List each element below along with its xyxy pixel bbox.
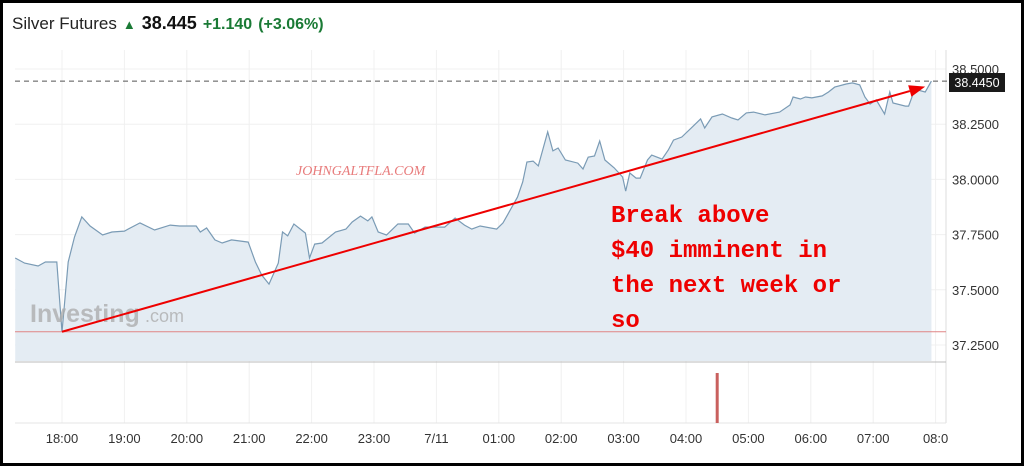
x-tick-label: 05:00: [732, 431, 765, 446]
last-value-label: 38.4450: [949, 73, 1005, 92]
price-change-percent: (+3.06%): [258, 16, 324, 33]
trend-arrow: [61, 85, 926, 333]
y-tick-label: 38.0000: [952, 172, 999, 187]
y-tick-label: 37.2500: [952, 338, 999, 353]
x-tick-label: 03:00: [607, 431, 640, 446]
annotation-text: Break above $40 imminent in the next wee…: [611, 203, 841, 335]
y-axis: 38.500038.250038.000037.750037.500037.25…: [952, 62, 999, 353]
x-tick-label: 22:00: [295, 431, 328, 446]
y-tick-label: 37.7500: [952, 228, 999, 243]
annotation-line: so: [611, 308, 640, 335]
trend-arrow-shaft: [61, 90, 911, 333]
x-tick-label: 04:00: [670, 431, 703, 446]
x-tick-label: 08:0: [923, 431, 948, 446]
trend-arrow-head: [908, 85, 926, 97]
x-tick-label: 06:00: [795, 431, 828, 446]
arrow-up-icon: ▲: [122, 17, 136, 32]
annotation-line: $40 imminent in: [611, 238, 827, 265]
x-tick-label: 18:00: [46, 431, 79, 446]
volume-bar: [715, 373, 719, 423]
x-axis: 18:00 19:00 20:00 21:00 22:00 23:00 7/11 01:00 0…: [46, 431, 949, 446]
volume-pane: [715, 373, 719, 423]
price-area: [15, 81, 932, 361]
x-tick-label: 07:00: [857, 431, 890, 446]
y-tick-label: 37.5000: [952, 283, 999, 298]
investing-watermark-suffix: .com: [145, 306, 184, 326]
x-tick-label: 23:00: [358, 431, 391, 446]
x-tick-label: 21:00: [233, 431, 266, 446]
annotation-line: Break above: [611, 203, 769, 230]
site-watermark: JOHNGALTFLA.COM: [296, 164, 427, 179]
x-tick-label: 02:00: [545, 431, 578, 446]
x-tick-label: 19:00: [108, 431, 141, 446]
instrument-name: Silver Futures: [12, 14, 117, 33]
annotation-line: the next week or: [611, 273, 841, 300]
last-value-text: 38.4450: [954, 76, 999, 90]
price-line: [14, 80, 932, 333]
x-tick-label: 20:00: [171, 431, 204, 446]
quote-header: Silver Futures ▲ 38.445 +1.140 (+3.06%): [12, 13, 324, 34]
x-tick-label: 01:00: [483, 431, 516, 446]
price-change: +1.140: [202, 16, 253, 33]
y-tick-label: 38.2500: [952, 117, 999, 132]
last-price: 38.445: [141, 13, 197, 33]
x-tick-label: 7/11: [424, 431, 448, 446]
